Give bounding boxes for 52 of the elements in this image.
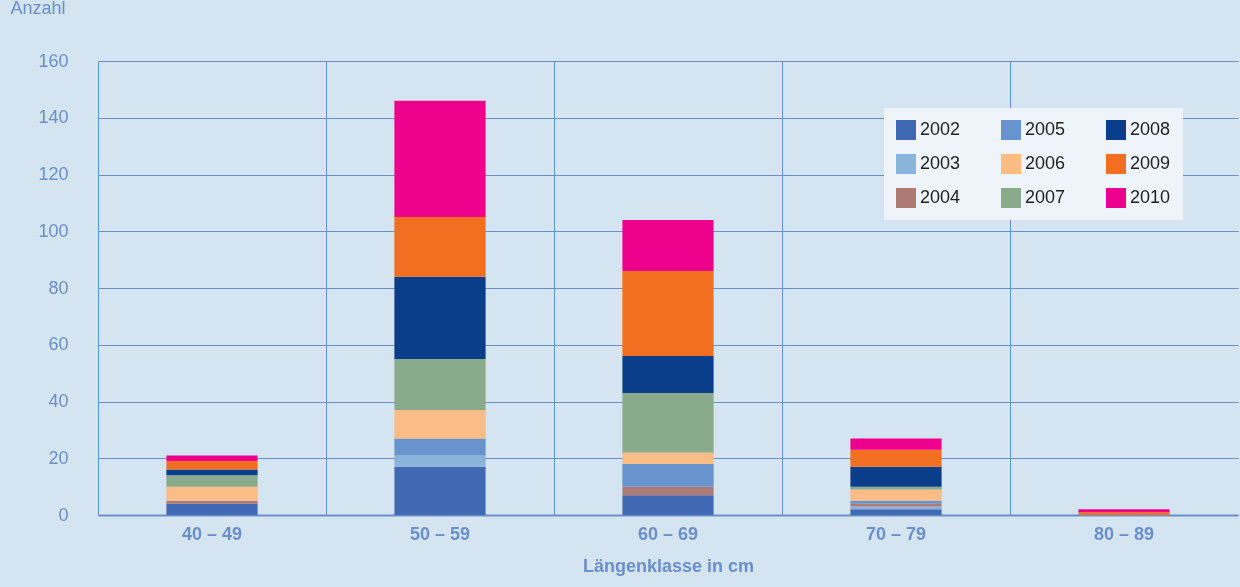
bar (850, 509, 942, 515)
x-tick-label: 80 – 89 (1093, 523, 1155, 544)
bar (622, 463, 714, 487)
bar (166, 486, 258, 501)
bar (394, 410, 486, 439)
legend-label: 2002 (920, 119, 961, 139)
bar (622, 219, 714, 271)
y-axis-title: Anzahl (10, 0, 66, 18)
bar (394, 276, 486, 359)
bar (622, 392, 714, 453)
bar (622, 495, 714, 515)
x-tick-label: 50 – 59 (409, 523, 471, 544)
bar (622, 452, 714, 464)
y-tick-label: 40 (48, 391, 69, 411)
bar (850, 438, 942, 450)
bar (166, 500, 258, 504)
y-tick-label: 0 (58, 504, 69, 525)
legend-label: 2007 (1025, 187, 1066, 207)
y-tick-label: 60 (48, 334, 69, 355)
legend-label: 2008 (1130, 119, 1171, 139)
x-tick-label: 70 – 79 (865, 523, 927, 544)
legend-label: 2010 (1130, 187, 1171, 207)
y-tick-label: 160 (38, 50, 69, 71)
bar (394, 438, 486, 456)
bar (850, 466, 942, 487)
bar (394, 358, 486, 411)
bar (166, 455, 258, 462)
bar (622, 270, 714, 357)
legend-label: 2005 (1025, 119, 1066, 139)
bar (394, 455, 486, 467)
x-tick-label: 60 – 69 (637, 523, 699, 544)
bar (166, 503, 258, 515)
y-tick-label: 80 (48, 277, 69, 298)
y-tick-label: 100 (38, 220, 69, 241)
bar (622, 356, 714, 393)
legend-label: 2009 (1130, 153, 1171, 173)
x-axis-title: Längenklasse in cm (582, 555, 755, 576)
legend-label: 2006 (1025, 153, 1066, 173)
bar (622, 486, 714, 496)
x-tick-label: 40 – 49 (181, 523, 243, 544)
bar (850, 489, 942, 501)
bar (394, 217, 486, 277)
bar (394, 100, 486, 218)
legend-label: 2003 (920, 153, 961, 173)
bar (850, 449, 942, 467)
legend-label: 2004 (920, 187, 961, 207)
y-tick-label: 140 (38, 107, 69, 128)
bar (166, 461, 258, 470)
bar (394, 466, 486, 515)
y-tick-label: 120 (38, 164, 69, 184)
bar (166, 475, 258, 487)
y-tick-label: 20 (48, 447, 69, 468)
